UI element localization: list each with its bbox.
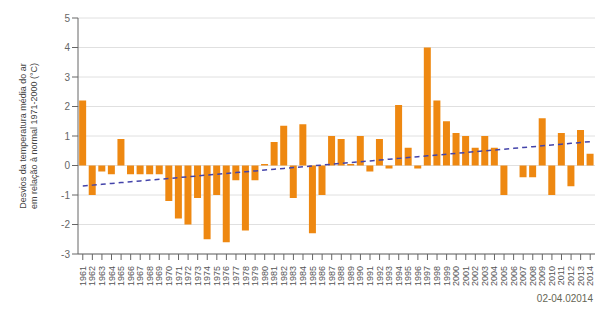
svg-text:1997: 1997 (422, 266, 432, 286)
svg-text:1: 1 (64, 131, 70, 142)
svg-text:1983: 1983 (288, 266, 298, 286)
svg-text:1984: 1984 (298, 266, 308, 286)
svg-text:4: 4 (64, 42, 70, 53)
svg-text:1978: 1978 (241, 266, 251, 286)
svg-text:-1: -1 (61, 190, 70, 201)
svg-text:1996: 1996 (413, 266, 423, 286)
svg-text:1986: 1986 (317, 266, 327, 286)
svg-text:1979: 1979 (250, 266, 260, 286)
svg-text:2003: 2003 (480, 266, 490, 286)
svg-text:1963: 1963 (97, 266, 107, 286)
svg-text:2006: 2006 (509, 266, 519, 286)
svg-text:1992: 1992 (375, 266, 385, 286)
svg-text:1998: 1998 (432, 266, 442, 286)
svg-text:1981: 1981 (269, 266, 279, 286)
svg-text:0: 0 (64, 160, 70, 171)
svg-text:2: 2 (64, 101, 70, 112)
svg-text:2010: 2010 (547, 266, 557, 286)
svg-text:2000: 2000 (451, 266, 461, 286)
svg-text:1966: 1966 (126, 266, 136, 286)
svg-text:1976: 1976 (221, 266, 231, 286)
svg-text:1995: 1995 (403, 266, 413, 286)
svg-text:2014: 2014 (585, 266, 595, 286)
svg-text:1967: 1967 (135, 266, 145, 286)
svg-text:1994: 1994 (394, 266, 404, 286)
svg-text:5: 5 (64, 13, 70, 24)
svg-text:2001: 2001 (461, 266, 471, 286)
svg-text:Desvios da temperatura média d: Desvios da temperatura média do arem rel… (18, 63, 39, 209)
svg-text:1965: 1965 (116, 266, 126, 286)
svg-text:1977: 1977 (231, 266, 241, 286)
svg-text:1990: 1990 (355, 266, 365, 286)
svg-text:1971: 1971 (174, 266, 184, 286)
svg-text:1974: 1974 (202, 266, 212, 286)
svg-text:1962: 1962 (87, 266, 97, 286)
svg-text:2008: 2008 (528, 266, 538, 286)
svg-text:1973: 1973 (193, 266, 203, 286)
svg-text:1970: 1970 (164, 266, 174, 286)
svg-text:1985: 1985 (308, 266, 318, 286)
svg-text:1982: 1982 (279, 266, 289, 286)
svg-text:2013: 2013 (576, 266, 586, 286)
svg-text:2011: 2011 (556, 266, 566, 285)
svg-text:1991: 1991 (365, 266, 375, 286)
svg-text:1999: 1999 (442, 266, 452, 286)
svg-text:2004: 2004 (489, 266, 499, 286)
svg-text:2005: 2005 (499, 266, 509, 286)
svg-text:1975: 1975 (212, 266, 222, 286)
html-text:02-04.02014: 02-04.02014 (536, 293, 593, 304)
svg-text:-3: -3 (61, 249, 70, 260)
svg-text:1968: 1968 (145, 266, 155, 286)
svg-text:2002: 2002 (470, 266, 480, 286)
svg-text:2012: 2012 (566, 266, 576, 286)
svg-text:-2: -2 (61, 219, 70, 230)
svg-text:1988: 1988 (336, 266, 346, 286)
svg-text:1961: 1961 (78, 266, 88, 286)
svg-text:1972: 1972 (183, 266, 193, 286)
svg-text:1989: 1989 (346, 266, 356, 286)
svg-text:1987: 1987 (327, 266, 337, 286)
svg-text:1980: 1980 (260, 266, 270, 286)
svg-text:1969: 1969 (154, 266, 164, 286)
svg-text:3: 3 (64, 72, 70, 83)
svg-text:2007: 2007 (518, 266, 528, 286)
svg-text:2009: 2009 (537, 266, 547, 286)
svg-text:1993: 1993 (384, 266, 394, 286)
svg-text:1964: 1964 (107, 266, 117, 286)
